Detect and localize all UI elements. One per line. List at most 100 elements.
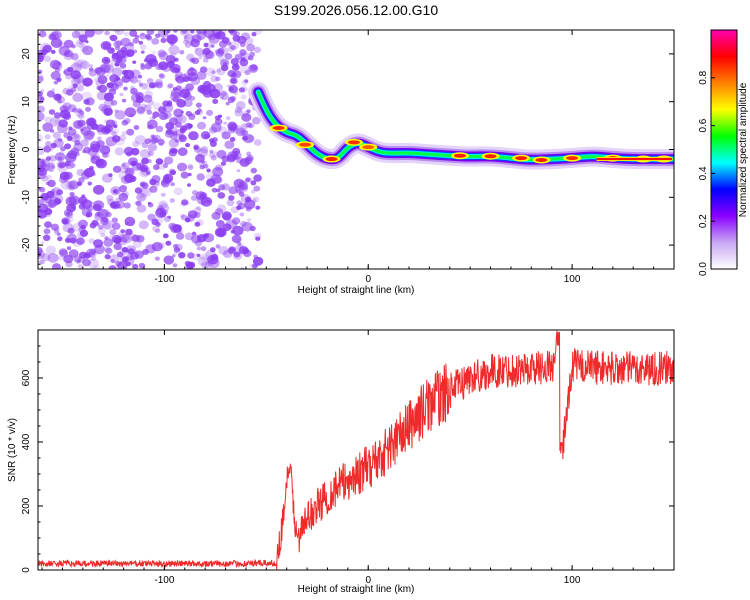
noise-blob (132, 141, 140, 148)
noise-blob (244, 79, 249, 83)
noise-blob (134, 135, 146, 145)
noise-blob (45, 156, 52, 161)
noise-blob (240, 86, 248, 93)
noise-blob (56, 189, 64, 196)
noise-blob (155, 81, 164, 89)
noise-blob (80, 126, 92, 136)
noise-blob (43, 228, 51, 235)
noise-blob (139, 194, 145, 199)
colorbar-tick-label: 0.6 (698, 118, 709, 132)
noise-blob (108, 59, 117, 67)
noise-blob (140, 188, 150, 197)
noise-blob (128, 233, 138, 242)
x-tick-label: 100 (564, 274, 581, 285)
noise-blob (146, 30, 155, 35)
noise-blob (82, 149, 86, 154)
noise-blob (244, 199, 256, 210)
noise-blob (180, 110, 184, 114)
noise-blob (215, 76, 221, 82)
noise-blob (250, 64, 258, 71)
noise-blob (76, 259, 81, 264)
y-tick-label: 10 (21, 96, 32, 108)
noise-blob (195, 102, 202, 108)
noise-blob (237, 202, 246, 210)
noise-blob (64, 161, 71, 167)
noise-blob (177, 147, 188, 156)
noise-blob (93, 184, 105, 195)
noise-blob (52, 131, 62, 139)
noise-blob (93, 200, 105, 210)
noise-blob (223, 121, 227, 125)
noise-blob (172, 96, 180, 103)
noise-blob (234, 106, 243, 114)
noise-blob (210, 75, 219, 83)
noise-blob (215, 244, 221, 249)
noise-blob (129, 114, 134, 118)
noise-blob (111, 67, 123, 77)
noise-blob (48, 33, 57, 41)
ridge-peak-red (566, 156, 579, 161)
noise-blob (79, 251, 88, 259)
spectrogram-x-ticks: -100 0 100 (41, 30, 675, 285)
noise-blob (50, 223, 60, 231)
noise-blob (77, 113, 85, 120)
noise-blob (97, 208, 109, 219)
noise-blob (234, 237, 241, 244)
noise-blob (127, 220, 136, 227)
noise-blob (71, 30, 81, 39)
noise-blob (114, 62, 120, 67)
noise-blob (47, 253, 59, 263)
noise-blob (155, 222, 161, 227)
noise-blob (150, 134, 155, 138)
noise-blob (205, 50, 215, 60)
noise-blob (203, 233, 215, 243)
noise-blob (113, 242, 122, 251)
noise-blob (68, 185, 75, 191)
noise-blob (255, 205, 261, 210)
noise-blob (59, 249, 69, 258)
noise-blob (193, 144, 200, 150)
noise-blob (56, 232, 61, 236)
noise-blob (96, 91, 108, 101)
noise-blob (139, 149, 151, 159)
noise-blob (149, 178, 157, 186)
noise-blob (151, 180, 160, 188)
noise-blob (241, 32, 250, 41)
noise-blob (169, 117, 178, 126)
noise-blob (204, 261, 214, 269)
noise-blob (253, 254, 258, 259)
noise-blob (62, 87, 71, 95)
noise-blob (106, 194, 114, 202)
noise-blob (138, 220, 149, 230)
noise-blob (246, 151, 252, 157)
noise-blob (212, 167, 224, 177)
noise-blob (41, 253, 51, 262)
noise-blob (246, 109, 251, 114)
y-tick-label: 20 (21, 48, 32, 60)
noise-blob (200, 131, 211, 140)
noise-blob (63, 39, 74, 49)
noise-blob (46, 90, 56, 98)
noise-blob (132, 37, 140, 44)
noise-blob (158, 106, 167, 114)
noise-blob (40, 240, 45, 245)
colorbar-tick-label: 0.0 (698, 262, 709, 276)
noise-blob (120, 229, 126, 234)
noise-blob (49, 196, 61, 207)
noise-blob (167, 35, 176, 43)
noise-blob (232, 225, 244, 236)
noise-blob (216, 68, 221, 73)
noise-blob (59, 150, 65, 156)
noise-blob (231, 63, 240, 71)
noise-blob (39, 96, 45, 101)
noise-blob (249, 263, 255, 268)
spectrogram-y-label: Frequency (Hz) (7, 116, 18, 185)
noise-blob (240, 129, 249, 136)
noise-blob (70, 62, 82, 73)
noise-blob (85, 97, 95, 106)
noise-blob (237, 242, 242, 246)
noise-blob (124, 167, 135, 177)
noise-blob (89, 201, 94, 205)
noise-blob (228, 195, 235, 201)
noise-blob (209, 88, 221, 99)
